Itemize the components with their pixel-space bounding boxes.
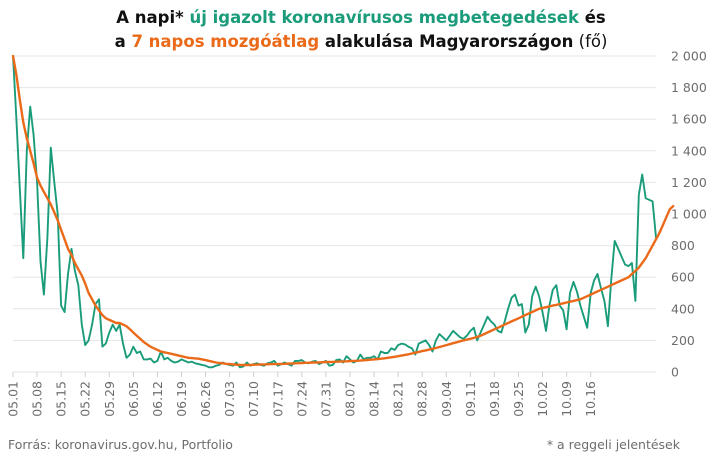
x-tick-label: 08.28 xyxy=(415,381,430,417)
x-tick-label: 05.29 xyxy=(102,381,117,417)
source-note: Forrás: koronavirus.gov.hu, Portfolio xyxy=(8,437,233,452)
series-line-avg xyxy=(11,54,675,367)
y-axis-ticks: 0 200 400 600 800 1 000 1 200 1 400 1 600 1 800 2 … xyxy=(671,49,707,380)
y-tick-label: 1 200 xyxy=(671,175,707,190)
y-tick-label: 1 400 xyxy=(671,143,707,158)
title-conjunction: és xyxy=(578,8,606,27)
title-prefix: A napi* xyxy=(116,8,190,27)
title-daily-series-name: új igazolt koronavírusos megbetegedések xyxy=(189,8,579,27)
x-tick-label: 06.05 xyxy=(126,381,141,417)
x-tick-label: 09.18 xyxy=(487,381,502,417)
y-tick-label: 800 xyxy=(671,238,695,253)
x-axis-ticks: 05.01 05.08 05.15 05.22 05.29 06.05 06.12 06.19… xyxy=(6,372,598,417)
y-tick-label: 1 000 xyxy=(671,207,707,222)
x-tick-label: 08.14 xyxy=(367,381,382,417)
x-tick-label: 07.24 xyxy=(294,381,309,417)
y-tick-label: 1 800 xyxy=(671,80,707,95)
y-tick-label: 600 xyxy=(671,270,695,285)
chart-title: A napi* új igazolt koronavírusos megbete… xyxy=(0,6,722,54)
title-line-1: A napi* új igazolt koronavírusos megbete… xyxy=(0,6,722,30)
y-tick-label: 2 000 xyxy=(671,49,707,64)
x-tick-label: 06.19 xyxy=(174,381,189,417)
x-tick-label: 08.07 xyxy=(342,381,357,417)
x-tick-label: 06.12 xyxy=(150,381,165,417)
x-tick-label: 10.16 xyxy=(583,381,598,417)
x-tick-label: 08.21 xyxy=(391,381,406,417)
x-tick-label: 10.02 xyxy=(535,381,550,417)
x-tick-label: 07.17 xyxy=(270,381,285,417)
title-location: alakulása Magyarországon xyxy=(319,32,574,51)
title-line-2: a 7 napos mozgóátlag alakulása Magyarors… xyxy=(0,30,722,54)
y-tick-label: 1 600 xyxy=(671,112,707,127)
y-tick-label: 200 xyxy=(671,333,695,348)
title-article: a xyxy=(114,32,132,51)
y-tick-label: 400 xyxy=(671,301,695,316)
x-tick-label: 09.04 xyxy=(439,381,454,417)
y-tick-label: 0 xyxy=(671,365,679,380)
x-tick-label: 05.22 xyxy=(78,381,93,417)
title-unit: (fő) xyxy=(573,32,608,51)
title-average-series-name: 7 napos mozgóátlag xyxy=(131,32,320,51)
x-tick-label: 05.08 xyxy=(30,381,45,417)
x-tick-label: 05.15 xyxy=(54,381,69,417)
x-tick-label: 10.09 xyxy=(559,381,574,417)
x-tick-label: 07.31 xyxy=(318,381,333,417)
x-tick-label: 09.25 xyxy=(511,381,526,417)
grid-lines xyxy=(13,55,656,373)
x-tick-label: 05.01 xyxy=(6,381,21,417)
x-tick-label: 07.10 xyxy=(246,381,261,417)
x-tick-label: 09.11 xyxy=(463,381,478,417)
series-lines xyxy=(11,54,675,369)
x-tick-label: 06.26 xyxy=(198,381,213,417)
footnote: * a reggeli jelentések xyxy=(546,437,680,452)
x-tick-label: 07.03 xyxy=(222,381,237,417)
